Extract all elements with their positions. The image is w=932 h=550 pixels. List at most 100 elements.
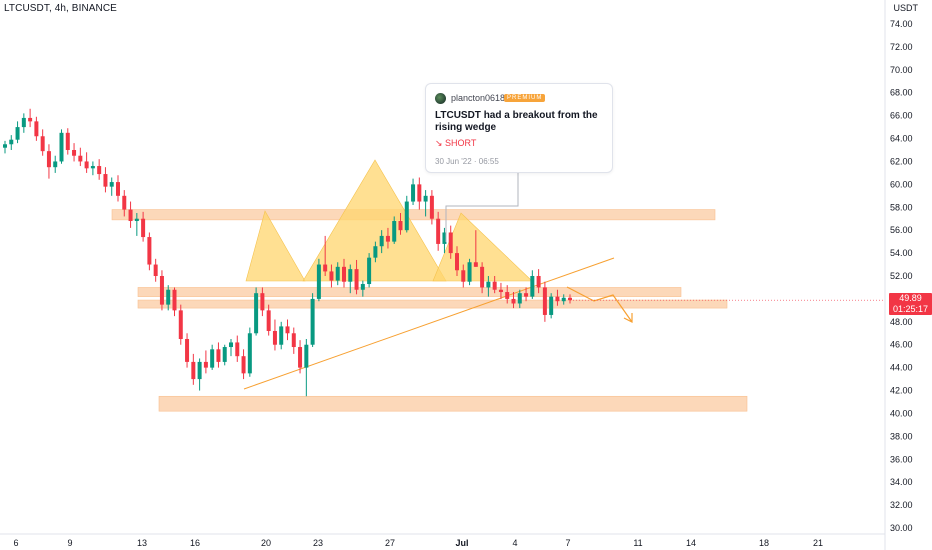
candle-body	[517, 293, 522, 304]
y-tick-label: 68.00	[890, 88, 913, 98]
candle-body	[429, 195, 434, 219]
candle-body	[109, 182, 114, 187]
candle-body	[329, 271, 334, 281]
candle-body	[417, 184, 422, 202]
author-avatar	[435, 93, 446, 104]
x-tick-label: 18	[759, 538, 769, 548]
candle-body	[178, 310, 183, 339]
candle-body	[65, 132, 70, 150]
candle-body	[84, 161, 89, 169]
candle-body	[46, 151, 51, 168]
x-tick-label: 9	[67, 538, 72, 548]
candle-body	[342, 266, 346, 282]
candle-body	[555, 296, 560, 302]
candle-body	[561, 297, 566, 302]
projection-path	[566, 286, 633, 323]
support-resistance-zone	[111, 209, 716, 221]
candle-body	[367, 257, 372, 285]
callout-connector	[445, 172, 519, 242]
candle-body	[90, 166, 95, 169]
premium-badge: PREMIUM	[504, 94, 546, 102]
candle-body	[411, 184, 416, 202]
candle-body	[166, 289, 171, 305]
candle-body	[291, 333, 296, 348]
current-price-value: 49.89	[899, 293, 922, 304]
bar-countdown: 01:25:17	[892, 304, 929, 315]
candle-body	[53, 161, 58, 168]
y-tick-label: 54.00	[890, 248, 913, 258]
y-tick-label: 56.00	[890, 225, 913, 235]
candle-body	[3, 144, 7, 148]
y-tick-label: 44.00	[890, 363, 913, 373]
candle-body	[28, 117, 33, 122]
candle-body	[9, 139, 14, 145]
candle-body	[398, 221, 403, 231]
candle-body	[530, 276, 535, 297]
candle-body	[241, 356, 246, 374]
symbol-title: LTCUSDT, 4h, BINANCE	[4, 3, 117, 14]
y-tick-label: 58.00	[890, 202, 913, 212]
candle-body	[34, 121, 39, 137]
x-tick-label: 13	[137, 538, 147, 548]
candle-body	[216, 349, 221, 362]
candle-body	[536, 276, 541, 288]
x-tick-label: 6	[13, 538, 18, 548]
idea-text: LTCUSDT had a breakout from the rising w…	[435, 110, 598, 133]
y-tick-label: 32.00	[890, 500, 913, 510]
y-tick-label: 70.00	[890, 65, 913, 75]
y-tick-label: 40.00	[890, 408, 913, 418]
candle-body	[442, 232, 447, 244]
x-tick-label: 14	[686, 538, 696, 548]
candle-body	[542, 287, 547, 315]
candle-body	[191, 361, 196, 380]
candle-body	[404, 201, 409, 231]
candle-body	[298, 347, 303, 368]
candle-body	[260, 293, 265, 311]
x-tick-label: 16	[190, 538, 200, 548]
candle-body	[285, 326, 290, 334]
candle-body	[304, 344, 309, 368]
y-tick-label: 64.00	[890, 134, 913, 144]
candle-body	[348, 269, 353, 282]
candle-body	[385, 235, 390, 242]
y-tick-label: 74.00	[890, 19, 913, 29]
candle-body	[141, 218, 146, 238]
candle-body	[153, 264, 158, 276]
candle-body	[505, 292, 510, 299]
candle-body	[197, 361, 202, 380]
x-tick-label: 20	[261, 538, 271, 548]
candle-body	[116, 182, 120, 196]
candle-body	[379, 235, 384, 247]
candle-body	[59, 132, 64, 162]
candle-body	[473, 262, 478, 267]
candle-body	[436, 218, 441, 244]
y-tick-label: 38.00	[890, 431, 913, 441]
candle-body	[203, 361, 208, 368]
candle-body	[549, 296, 554, 315]
y-tick-label: 42.00	[890, 386, 913, 396]
author-name[interactable]: plancton0618	[451, 93, 506, 103]
candle-body	[524, 293, 529, 297]
candle-body	[229, 342, 233, 348]
y-tick-label: 60.00	[890, 179, 913, 189]
candle-body	[316, 264, 321, 299]
candle-body	[279, 326, 284, 345]
candle-body	[467, 262, 472, 282]
projection-arrowhead	[623, 313, 633, 323]
candle-body	[373, 246, 378, 258]
current-price-label: 49.89 01:25:17	[889, 293, 932, 316]
candle-body	[354, 269, 359, 290]
candle-body	[185, 339, 190, 362]
candle-body	[72, 150, 77, 156]
candle-body	[486, 281, 491, 288]
candle-body	[210, 349, 215, 368]
idea-callout[interactable]: plancton0618 PREMIUM LTCUSDT had a break…	[425, 83, 613, 173]
candle-body	[235, 342, 240, 357]
candle-body	[310, 298, 315, 345]
price-axis-unit: USDT	[893, 3, 919, 13]
y-tick-label: 30.00	[890, 523, 913, 533]
x-tick-label: 23	[313, 538, 323, 548]
candle-body	[97, 166, 102, 175]
x-tick-label: 27	[385, 538, 395, 548]
